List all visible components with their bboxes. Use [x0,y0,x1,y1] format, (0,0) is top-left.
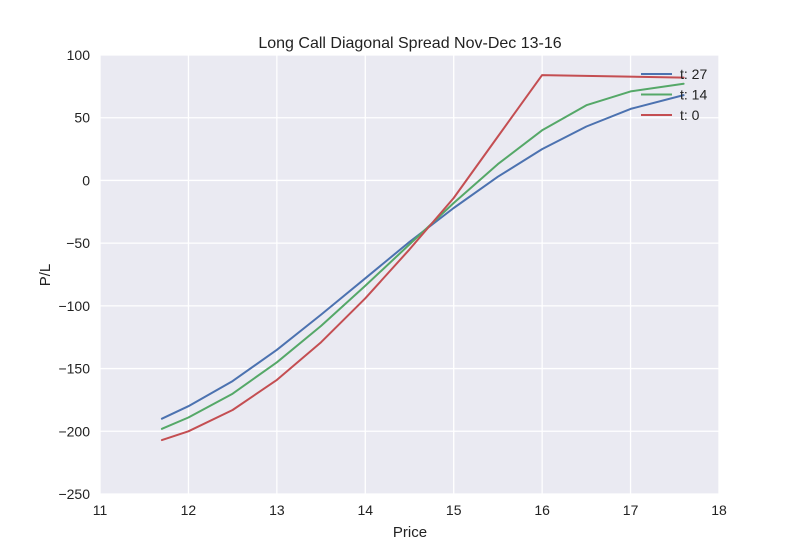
series-lines [160,74,685,442]
series-line-2 [160,74,685,442]
y-tick-label: 0 [82,172,90,188]
chart-title: Long Call Diagonal Spread Nov-Dec 13-16 [258,35,561,52]
x-tick-label: 18 [711,502,727,518]
series-line-0 [160,94,685,420]
y-axis-label: P/L [37,264,54,287]
grid-lines [99,54,720,495]
y-tick-label: −100 [58,298,90,314]
y-tick-label: −50 [66,235,90,251]
legend-label-0: t: 27 [680,66,707,82]
x-tick-label: 11 [93,502,108,518]
y-tick-label: −250 [58,486,90,502]
plot-background [100,55,719,494]
legend-label-2: t: 0 [680,107,700,123]
y-tick-label: 100 [67,47,91,63]
x-tick-label: 12 [181,502,197,518]
x-tick-label: 15 [446,502,462,518]
y-tick-label: −150 [58,361,90,377]
series-line-1 [160,82,685,430]
legend-label-1: t: 14 [680,87,707,103]
x-tick-label: 17 [623,502,639,518]
x-tick-label: 16 [534,502,550,518]
x-axis-label: Price [393,524,427,541]
tick-labels: 11 12 13 14 15 16 17 18 100 50 0 −50 −100 −150 −200 −25… [58,47,727,518]
x-tick-label: 13 [269,502,285,518]
y-tick-label: −200 [58,423,90,439]
y-tick-label: 50 [74,110,90,126]
legend: t: 27 t: 14 t: 0 [641,66,707,123]
x-tick-label: 14 [357,502,373,518]
